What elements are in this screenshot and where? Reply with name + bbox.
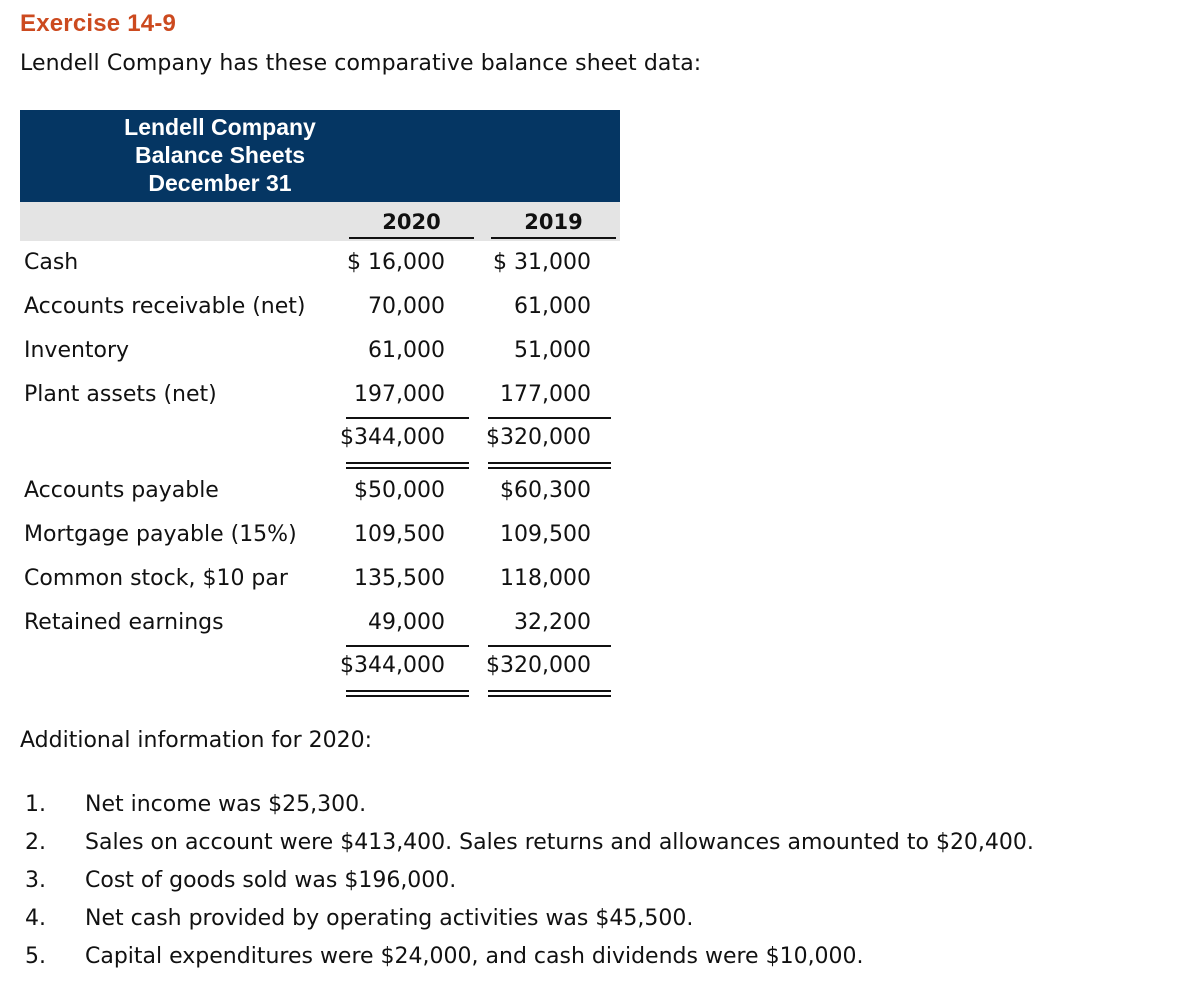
intro-text: Lendell Company has these comparative ba… — [20, 51, 702, 76]
total-double-rule — [346, 690, 469, 697]
row-label: Mortgage payable (15%) — [24, 522, 297, 547]
total-2020: $344,000 — [340, 425, 445, 450]
statement-date: December 31 — [148, 170, 292, 196]
table-row-total-liabilities-equity: $344,000 $320,000 — [0, 653, 620, 683]
value-2020: 109,500 — [354, 522, 445, 547]
value-2019: $ 31,000 — [493, 250, 591, 275]
balance-sheet-title-block: Lendell Company Balance Sheets December … — [20, 110, 620, 202]
year-2019-header: 2019 — [491, 210, 616, 239]
table-row-plant-assets: Plant assets (net) 197,000 177,000 — [0, 382, 620, 412]
list-number: 3. — [25, 868, 46, 893]
subtotal-rule — [346, 417, 469, 419]
row-label: Common stock, $10 par — [24, 566, 288, 591]
list-text: Cost of goods sold was $196,000. — [85, 868, 457, 893]
company-name: Lendell Company — [124, 114, 316, 140]
table-row-mortgage-payable: Mortgage payable (15%) 109,500 109,500 — [0, 522, 620, 552]
value-2019: 61,000 — [514, 294, 591, 319]
list-text: Capital expenditures were $24,000, and c… — [85, 944, 864, 969]
value-2019: 177,000 — [500, 382, 591, 407]
year-header-row: 2020 2019 — [20, 202, 620, 241]
subtotal-rule — [488, 417, 611, 419]
row-label: Accounts payable — [24, 478, 219, 503]
value-2019: 32,200 — [514, 610, 591, 635]
value-2020: 135,500 — [354, 566, 445, 591]
list-number: 1. — [25, 792, 46, 817]
list-number: 2. — [25, 830, 46, 855]
table-row-accounts-receivable: Accounts receivable (net) 70,000 61,000 — [0, 294, 620, 324]
list-text: Net income was $25,300. — [85, 792, 367, 817]
list-number: 4. — [25, 906, 46, 931]
table-row-retained-earnings: Retained earnings 49,000 32,200 — [0, 610, 620, 640]
value-2020: $50,000 — [354, 478, 445, 503]
year-2020-header: 2020 — [349, 210, 474, 239]
table-row-common-stock: Common stock, $10 par 135,500 118,000 — [0, 566, 620, 596]
table-row-cash: Cash $ 16,000 $ 31,000 — [0, 250, 620, 280]
value-2019: 109,500 — [500, 522, 591, 547]
value-2019: $60,300 — [500, 478, 591, 503]
subtotal-rule — [488, 645, 611, 647]
value-2020: 70,000 — [368, 294, 445, 319]
value-2019: 51,000 — [514, 338, 591, 363]
value-2020: 49,000 — [368, 610, 445, 635]
table-row-accounts-payable: Accounts payable $50,000 $60,300 — [0, 478, 620, 508]
list-text: Sales on account were $413,400. Sales re… — [85, 830, 1034, 855]
additional-info-heading: Additional information for 2020: — [20, 728, 373, 753]
exercise-title: Exercise 14-9 — [20, 10, 177, 37]
value-2020: $ 16,000 — [347, 250, 445, 275]
value-2020: 61,000 — [368, 338, 445, 363]
total-2020: $344,000 — [340, 653, 445, 678]
balance-sheet-header: Lendell Company Balance Sheets December … — [20, 110, 620, 241]
subtotal-rule — [346, 645, 469, 647]
row-label: Retained earnings — [24, 610, 224, 635]
list-text: Net cash provided by operating activitie… — [85, 906, 694, 931]
value-2019: 118,000 — [500, 566, 591, 591]
value-2020: 197,000 — [354, 382, 445, 407]
row-label: Accounts receivable (net) — [24, 294, 306, 319]
row-label: Cash — [24, 250, 79, 275]
list-number: 5. — [25, 944, 46, 969]
total-2019: $320,000 — [486, 653, 591, 678]
table-row-total-assets: $344,000 $320,000 — [0, 425, 620, 455]
row-label: Inventory — [24, 338, 130, 363]
table-row-inventory: Inventory 61,000 51,000 — [0, 338, 620, 368]
total-double-rule — [488, 690, 611, 697]
total-double-rule — [488, 462, 611, 469]
total-double-rule — [346, 462, 469, 469]
statement-name: Balance Sheets — [134, 142, 306, 168]
total-2019: $320,000 — [486, 425, 591, 450]
row-label: Plant assets (net) — [24, 382, 217, 407]
